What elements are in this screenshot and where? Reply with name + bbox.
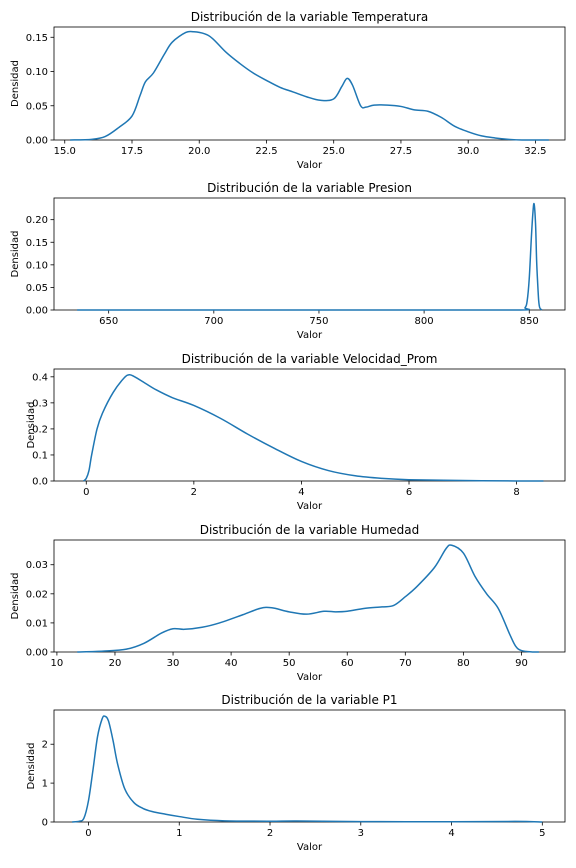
x-axis-label: Valor <box>297 501 323 512</box>
x-tick-label: 1 <box>176 828 182 839</box>
chart-panel-4: Distribución de la variable Humedad 10 20 3… <box>10 523 565 683</box>
x-tick-label: 6 <box>406 487 412 498</box>
y-axis-label: Densidad <box>10 60 21 107</box>
y-tick-label: 0.0 <box>32 477 48 488</box>
y-tick-label: 0.1 <box>32 450 48 461</box>
y-axis-label: Densidad <box>26 401 37 448</box>
x-tick-label: 20.0 <box>188 146 210 157</box>
y-tick-label: 0.02 <box>26 589 48 600</box>
x-tick-label: 0 <box>83 487 89 498</box>
x-tick-label: 15.0 <box>54 146 76 157</box>
y-axis-label: Densidad <box>26 742 37 789</box>
x-tick-label: 4 <box>298 487 304 498</box>
axes-frame <box>54 710 565 822</box>
x-tick-label: 27.5 <box>390 146 412 157</box>
x-tick-label: 70 <box>399 658 412 669</box>
density-line <box>72 716 542 822</box>
chart-title: Distribución de la variable Temperatura <box>191 10 429 24</box>
x-tick-label: 4 <box>448 828 454 839</box>
y-tick-label: 0.05 <box>26 101 48 112</box>
x-tick-label: 10 <box>51 658 64 669</box>
x-tick-label: 90 <box>515 658 528 669</box>
chart-panel-2: Distribución de la variable Presion 650 70… <box>10 181 565 341</box>
chart-title: Distribución de la variable P1 <box>221 693 397 707</box>
y-tick-label: 0.05 <box>26 283 48 294</box>
x-tick-label: 25.0 <box>323 146 345 157</box>
y-tick-label: 0.10 <box>26 67 48 78</box>
y-tick-label: 0.20 <box>26 215 48 226</box>
x-axis-label: Valor <box>297 160 323 171</box>
axes-frame <box>54 198 565 310</box>
axes-frame <box>54 27 565 140</box>
x-tick-label: 800 <box>415 316 434 327</box>
y-axis-label: Densidad <box>10 230 21 277</box>
x-tick-label: 0 <box>85 828 91 839</box>
x-tick-label: 60 <box>341 658 354 669</box>
chart-panel-1: Distribución de la variable Temperatura 1… <box>10 10 565 171</box>
x-tick-label: 50 <box>283 658 296 669</box>
chart-title: Distribución de la variable Velocidad_Pr… <box>182 352 438 366</box>
x-tick-label: 17.5 <box>121 146 143 157</box>
y-tick-label: 1 <box>42 779 48 790</box>
x-axis-label: Valor <box>297 330 323 341</box>
x-tick-label: 20 <box>109 658 122 669</box>
x-tick-label: 22.5 <box>255 146 277 157</box>
y-tick-label: 0 <box>42 818 48 829</box>
x-tick-label: 2 <box>191 487 197 498</box>
y-tick-label: 0.01 <box>26 618 48 629</box>
x-tick-label: 650 <box>99 316 118 327</box>
x-tick-label: 30.0 <box>457 146 479 157</box>
chart-title: Distribución de la variable Humedad <box>200 523 420 537</box>
y-tick-label: 2 <box>42 740 48 751</box>
density-line <box>77 545 539 652</box>
y-tick-label: 0.03 <box>26 560 48 571</box>
x-tick-label: 2 <box>267 828 273 839</box>
y-tick-label: 0.15 <box>26 238 48 249</box>
x-tick-label: 5 <box>539 828 545 839</box>
x-axis-label: Valor <box>297 672 323 683</box>
x-tick-label: 850 <box>520 316 539 327</box>
chart-panel-3: Distribución de la variable Velocidad_Pr… <box>26 352 565 512</box>
y-tick-label: 0.00 <box>26 306 48 317</box>
density-line <box>70 31 549 140</box>
chart-panel-5: Distribución de la variable P1 0 1 2 3 4 5 0 1 2 V… <box>26 693 565 853</box>
x-tick-label: 30 <box>167 658 180 669</box>
y-tick-label: 0.15 <box>26 33 48 44</box>
x-tick-label: 32.5 <box>524 146 546 157</box>
chart-title: Distribución de la variable Presion <box>207 181 412 195</box>
density-line <box>77 204 542 310</box>
y-tick-label: 0.00 <box>26 136 48 147</box>
x-tick-label: 700 <box>204 316 223 327</box>
x-tick-label: 80 <box>457 658 470 669</box>
y-tick-label: 0.10 <box>26 260 48 271</box>
density-line <box>84 375 544 481</box>
x-axis-label: Valor <box>297 842 323 853</box>
x-tick-label: 3 <box>358 828 364 839</box>
y-tick-label: 0.00 <box>26 648 48 659</box>
x-tick-label: 8 <box>513 487 519 498</box>
x-tick-label: 750 <box>309 316 328 327</box>
y-axis-label: Densidad <box>10 572 21 619</box>
y-tick-label: 0.4 <box>32 372 48 383</box>
x-tick-label: 40 <box>225 658 238 669</box>
